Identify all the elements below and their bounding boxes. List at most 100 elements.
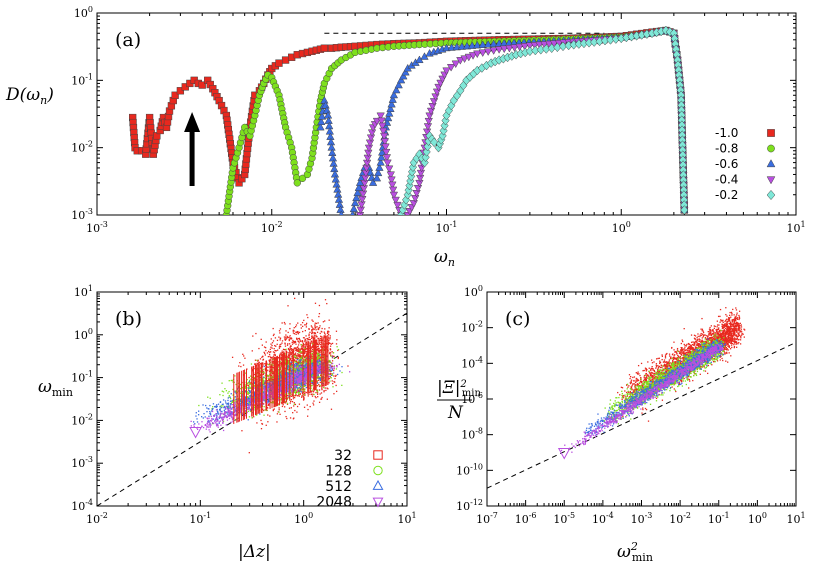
scatter-point [330, 343, 332, 345]
scatter-point [306, 360, 308, 362]
scatter-point [261, 422, 263, 425]
scatter-point [306, 404, 308, 406]
scatter-point [272, 362, 274, 364]
scatter-point [298, 352, 300, 354]
scatter-point [231, 379, 233, 382]
scatter-point [278, 346, 281, 348]
scatter-point [232, 388, 234, 391]
scatter-point [319, 332, 321, 335]
scatter-point [319, 369, 322, 371]
scatter-point [233, 407, 235, 409]
scatter-point [291, 400, 294, 403]
scatter-point [305, 349, 307, 351]
scatter-point [277, 373, 280, 375]
scatter-point [317, 350, 320, 352]
scatter-point [208, 421, 210, 423]
scatter-point [316, 393, 319, 395]
scatter-point [301, 361, 303, 364]
scatter-point [285, 338, 287, 340]
scatter-point [204, 416, 206, 418]
scatter-point [319, 393, 321, 395]
scatter-point [297, 347, 300, 350]
scatter-point [231, 356, 234, 359]
scatter-point [318, 389, 321, 391]
scatter-point [293, 397, 296, 399]
scatter-point [209, 410, 211, 413]
scatter-point [319, 325, 321, 327]
scatter-point [310, 346, 312, 348]
scatter-point [335, 330, 338, 332]
scatter-point [318, 339, 321, 341]
scatter-point [295, 363, 297, 365]
scatter-point [299, 355, 302, 357]
tick-label: 101 [397, 511, 416, 526]
scatter-point [310, 360, 313, 362]
scatter-point [296, 355, 298, 357]
scatter-point [310, 391, 312, 393]
scatter-point [290, 407, 292, 409]
scatter-point [277, 385, 280, 388]
scatter-point [318, 315, 320, 318]
tick-label: 10-1 [71, 72, 93, 87]
scatter-point [267, 398, 270, 401]
scatter-point [302, 370, 305, 372]
scatter-point [286, 335, 288, 338]
scatter-point [333, 355, 335, 358]
scatter-point [311, 357, 313, 360]
scatter-point [259, 377, 262, 379]
scatter-point [307, 393, 309, 395]
scatter-point [263, 406, 265, 408]
scatter-point [329, 348, 331, 350]
scatter-point [329, 380, 331, 382]
scatter-point [328, 377, 331, 380]
scatter-point [272, 377, 274, 379]
scatter-point [259, 363, 262, 365]
data-point [440, 120, 449, 131]
scatter-point [332, 351, 335, 354]
scatter-point [272, 376, 274, 378]
scatter-point [287, 331, 289, 334]
scatter-point [284, 406, 286, 408]
scatter-point [284, 349, 286, 351]
scatter-point [288, 336, 290, 338]
data-point [456, 57, 465, 65]
scatter-point [312, 344, 314, 346]
scatter-point [331, 357, 334, 359]
scatter-point [263, 346, 266, 348]
scatter-point [277, 371, 279, 373]
scatter-point [219, 394, 221, 396]
scatter-point [247, 391, 249, 393]
scatter-point [249, 410, 252, 413]
scatter-point [312, 402, 314, 404]
scatter-point [269, 376, 272, 378]
scatter-point [253, 395, 255, 397]
scatter-point [287, 343, 289, 345]
scatter-point [280, 370, 282, 372]
scatter-point [328, 366, 330, 369]
scatter-point [269, 366, 272, 368]
scatter-point [315, 336, 317, 338]
scatter-point [321, 396, 323, 399]
scatter-point [284, 323, 286, 325]
scatter-point [273, 408, 275, 410]
scatter-point [279, 332, 281, 334]
scatter-point [314, 325, 316, 327]
scatter-point [318, 304, 321, 307]
scatter-point [307, 316, 309, 319]
scatter-point [297, 322, 299, 324]
scatter-point [303, 367, 306, 369]
scatter-point [324, 345, 326, 347]
scatter-point [297, 394, 300, 396]
scatter-point [253, 367, 255, 370]
scatter-point [247, 384, 249, 386]
tick-label: 10-3 [86, 220, 108, 235]
data-point [352, 193, 361, 202]
scatter-point [288, 339, 290, 341]
scatter-point [329, 373, 332, 375]
scatter-point [270, 379, 272, 381]
scatter-point [296, 331, 298, 333]
scatter-point [301, 362, 303, 365]
scatter-point [299, 338, 301, 341]
scatter-point [305, 356, 307, 359]
data-point [473, 40, 482, 49]
